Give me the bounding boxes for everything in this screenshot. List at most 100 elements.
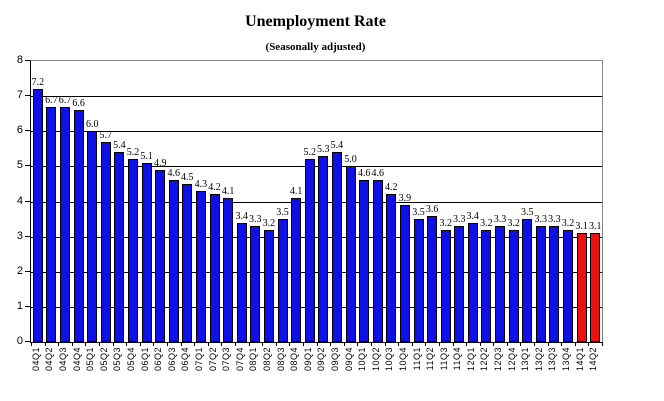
x-axis-tick [574, 342, 576, 346]
x-axis-tick [194, 342, 196, 346]
bar-value-label: 4.5 [181, 172, 194, 183]
y-axis-tick [25, 165, 30, 166]
bar [277, 219, 288, 342]
bar-value-label: 4.6 [167, 168, 181, 179]
bar [345, 166, 356, 342]
x-axis-tick [126, 342, 128, 346]
bar-value-label: 3.5 [276, 207, 289, 218]
bar-value-label: 6.6 [72, 98, 85, 109]
bar-value-label: 3.2 [480, 218, 493, 229]
x-axis-label: 10Q1 [357, 347, 368, 372]
x-axis-label: 05Q2 [98, 347, 109, 372]
x-axis-label: 05Q1 [85, 347, 96, 372]
bar-value-label: 5.7 [99, 130, 113, 141]
x-axis-label: 04Q2 [44, 347, 55, 372]
bar [263, 230, 274, 342]
bar [386, 194, 397, 342]
x-axis-tick [384, 342, 386, 346]
y-axis-label: 1 [16, 300, 23, 312]
bar [46, 107, 57, 342]
gridline [31, 166, 602, 168]
bar-value-label: 3.3 [249, 214, 262, 225]
x-axis-label: 11Q4 [452, 347, 463, 371]
x-axis-label: 10Q4 [397, 347, 408, 372]
gridline [31, 131, 602, 133]
x-axis-label: 14Q2 [588, 347, 599, 372]
bar [590, 233, 601, 342]
bar-value-label: 4.9 [153, 158, 167, 169]
x-axis-label: 09Q2 [316, 347, 327, 372]
x-axis-label: 07Q4 [234, 347, 245, 372]
x-axis-tick [588, 342, 590, 346]
bar [87, 131, 98, 342]
bar-value-label: 5.0 [344, 154, 357, 165]
x-axis-label: 11Q2 [425, 347, 436, 371]
y-axis-label: 8 [16, 54, 23, 66]
x-axis-tick [506, 342, 508, 346]
x-axis-label: 07Q3 [221, 347, 232, 372]
bar-value-label: 5.4 [113, 140, 126, 151]
bar-value-label: 3.9 [398, 193, 412, 204]
bar-value-label: 3.3 [534, 214, 548, 225]
x-axis-tick [316, 342, 318, 346]
bar [563, 230, 573, 342]
bar [508, 230, 519, 342]
chart-subtitle: (Seasonally adjusted) [265, 41, 366, 53]
bar [168, 180, 179, 342]
x-axis-tick [411, 342, 413, 346]
x-axis-label: 13Q3 [547, 347, 558, 372]
x-axis-tick [262, 342, 264, 346]
x-axis-label: 04Q1 [30, 347, 41, 372]
bar [522, 219, 533, 342]
x-axis-tick [289, 342, 291, 346]
bar-value-label: 3.4 [235, 211, 248, 222]
bar-value-label: 3.3 [548, 214, 561, 225]
bar-value-label: 3.1 [588, 221, 602, 232]
x-axis-tick [44, 342, 46, 346]
bar [427, 216, 438, 342]
x-axis-label: 04Q3 [58, 347, 68, 372]
bar [454, 226, 465, 342]
x-axis-label: 12Q1 [465, 347, 476, 372]
x-axis-tick [370, 342, 372, 346]
chart-title: Unemployment Rate [245, 13, 386, 30]
bar-value-label: 4.6 [357, 168, 371, 179]
bar [467, 223, 478, 342]
bar [399, 205, 410, 342]
bar [576, 233, 587, 342]
x-axis-tick [398, 342, 400, 346]
bar [291, 198, 302, 342]
gridline [31, 306, 602, 308]
bar [223, 198, 234, 342]
bar [495, 226, 505, 342]
bar [155, 170, 166, 342]
x-axis-tick [248, 342, 250, 346]
x-axis-tick [493, 342, 495, 346]
x-axis-tick [153, 342, 155, 346]
x-axis-label: 07Q2 [207, 347, 218, 372]
x-axis-tick [31, 342, 32, 346]
x-axis-tick [547, 342, 549, 346]
y-axis-label: 3 [16, 230, 23, 242]
y-axis-tick [25, 236, 30, 237]
x-axis-label: 08Q3 [275, 347, 286, 372]
x-axis-label: 09Q1 [302, 347, 313, 372]
bar [372, 180, 383, 342]
bar [32, 89, 43, 342]
bar-value-label: 3.5 [412, 207, 425, 218]
bar-value-label: 6.7 [58, 95, 72, 106]
x-axis-tick [561, 342, 563, 346]
bar-value-label: 3.4 [466, 211, 480, 222]
bar-value-label: 7.2 [31, 77, 45, 88]
x-axis-label: 14Q1 [574, 347, 585, 372]
bar [100, 142, 111, 342]
x-axis-tick [534, 342, 535, 346]
bar [182, 184, 193, 342]
bar-value-label: 4.3 [194, 179, 208, 190]
x-axis-label: 08Q1 [248, 347, 259, 372]
y-axis-tick [25, 271, 30, 272]
bar-value-label: 5.2 [303, 147, 316, 158]
bar-value-label: 4.1 [221, 186, 235, 197]
y-axis-label: 7 [16, 89, 23, 101]
bar-value-label: 5.2 [126, 147, 140, 158]
